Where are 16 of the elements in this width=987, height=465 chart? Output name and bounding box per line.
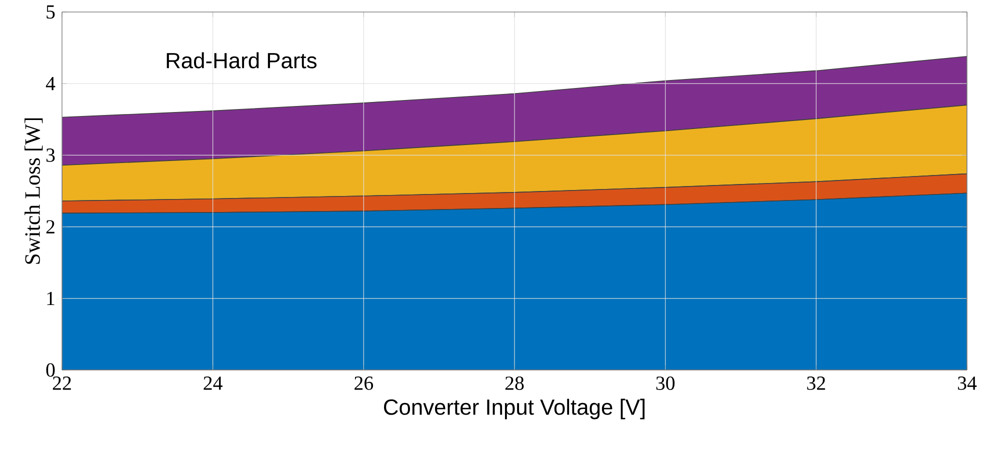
x-axis-title: Converter Input Voltage [V] [384, 398, 644, 420]
y-tick-label: 0 [46, 363, 55, 377]
x-tick-label: 32 [807, 376, 826, 390]
x-tick-label: 22 [52, 376, 71, 390]
y-tick-label: 4 [46, 77, 56, 90]
annotation: Rad-Hard Parts [166, 52, 317, 68]
y-tick-label: 5 [46, 5, 55, 19]
x-tick-label: 34 [958, 376, 977, 390]
x-tick-label: 24 [204, 376, 222, 390]
x-tick-label: 30 [656, 376, 675, 390]
x-tick-label: 28 [505, 376, 524, 390]
y-tick-label: 1 [47, 292, 54, 305]
x-tick-label: 26 [354, 376, 374, 390]
y-axis-title: Switch Loss [W] [24, 118, 43, 264]
y-tick-label: 3 [46, 148, 55, 162]
y-tick-label: 2 [46, 220, 54, 234]
